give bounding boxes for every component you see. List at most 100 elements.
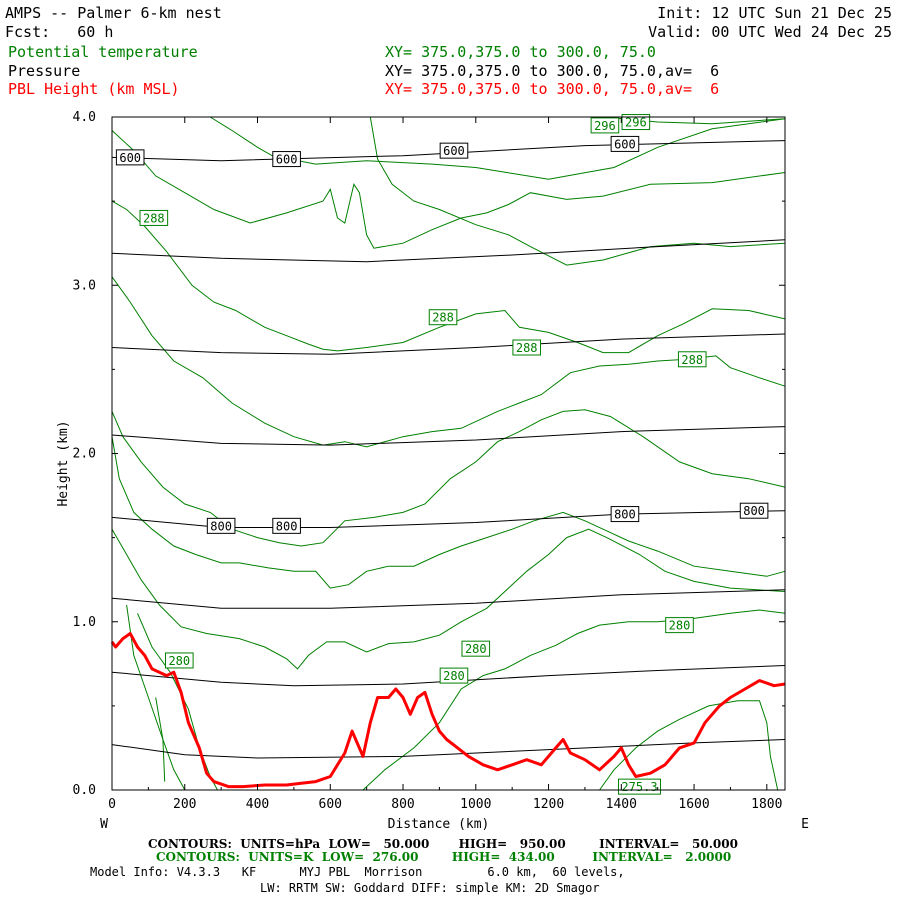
- pressure-contours: [111, 140, 786, 759]
- y-tick-label: 2.0: [73, 447, 96, 462]
- theta-contour-line: [111, 130, 786, 249]
- pressure-label-text: 600: [276, 153, 298, 167]
- theta-label-text: 280: [443, 669, 465, 683]
- theta-label-box: [590, 117, 620, 134]
- theta-label: 288: [677, 351, 707, 368]
- x-tick-label: 0: [108, 797, 116, 812]
- theta-label-box: [439, 667, 469, 684]
- theta-label-box: [665, 617, 694, 634]
- field-name-pbl: PBL Height (km MSL): [8, 80, 180, 98]
- pressure-label-box: [439, 142, 469, 159]
- theta-label: 275.3: [617, 778, 661, 795]
- pressure-label-box: [115, 149, 145, 166]
- theta-label-box: [139, 209, 169, 226]
- theta-label-box: [165, 652, 194, 669]
- x-axis-label: Distance (km): [388, 817, 490, 832]
- theta-label-text: 288: [143, 211, 165, 225]
- pressure-label-text: 800: [614, 508, 636, 522]
- x-tick-label: 1200: [533, 797, 564, 812]
- pressure-label: 600: [610, 135, 640, 152]
- init-time: Init: 12 UTC Sun 21 Dec 25: [657, 4, 892, 22]
- pbl-height-series: [110, 632, 786, 789]
- x-tick-label: 1000: [460, 797, 491, 812]
- axes: 0 200 400 600 800 1000 1200 1400 1600 1800 0.0 1.0 2…: [56, 110, 809, 832]
- pressure-label-text: 600: [443, 144, 465, 158]
- theta-label: 288: [139, 209, 169, 226]
- y-tick-label: 1.0: [73, 615, 96, 630]
- theta-contours: [111, 116, 786, 791]
- field-xy-pressure: XY= 375.0,375.0 to 300.0, 75.0,av= 6: [385, 62, 720, 80]
- pressure-label: 800: [739, 502, 769, 519]
- theta-contour-line: [126, 604, 186, 791]
- footer-model-info-2: LW: RRTM SW: Goddard DIFF: simple KM: 2D…: [260, 881, 600, 895]
- theta-contour-line: [111, 409, 786, 547]
- theta-contour-line: [111, 436, 786, 589]
- field-xy-theta: XY= 375.0,375.0 to 300.0, 75.0: [385, 43, 656, 61]
- x-axis-east-label: E: [801, 817, 809, 832]
- pressure-label: 800: [272, 517, 301, 534]
- theta-label: 280: [165, 652, 194, 669]
- pressure-contour-700: [111, 333, 786, 355]
- y-tick-label: 0.0: [73, 783, 96, 798]
- pressure-label: 600: [272, 151, 301, 168]
- y-axis-label: Height (km): [56, 420, 71, 506]
- chart-title: AMPS -- Palmer 6-km nest: [5, 4, 222, 22]
- theta-contour-line: [155, 697, 166, 782]
- theta-label-box: [428, 309, 458, 326]
- theta-label-text: 280: [669, 619, 691, 633]
- y-tick-label: 4.0: [73, 110, 96, 125]
- pressure-contour-900: [111, 665, 786, 687]
- theta-label: 288: [512, 339, 542, 356]
- footer-contours-pressure: CONTOURS: UNITS=hPa LOW= 50.000 HIGH= 95…: [148, 837, 738, 851]
- theta-label: 288: [428, 309, 458, 326]
- plot-frame: [111, 116, 786, 791]
- pressure-contour-750: [111, 426, 786, 446]
- theta-label: 296: [590, 117, 620, 134]
- theta-label-box: [512, 339, 542, 356]
- theta-contour-line: [111, 528, 786, 670]
- theta-label-box: [677, 351, 707, 368]
- y-tick-label: 3.0: [73, 278, 96, 293]
- theta-label-text: 296: [625, 116, 647, 130]
- x-axis-west-label: W: [100, 817, 108, 832]
- field-name-pressure: Pressure: [8, 62, 81, 80]
- theta-label-text: 280: [168, 654, 190, 668]
- theta-label-box: [461, 640, 491, 657]
- pressure-contour-650: [111, 239, 786, 263]
- forecast-hour: Fcst: 60 h: [5, 23, 114, 41]
- pressure-label-box: [610, 506, 640, 523]
- pressure-label-box: [272, 517, 301, 534]
- footer-model-info: Model Info: V4.3.3 KF MYJ PBL Morrison 6…: [90, 865, 625, 879]
- pressure-label-text: 800: [743, 504, 765, 518]
- pressure-label-box: [610, 135, 640, 152]
- pressure-label-box: [272, 151, 301, 168]
- theta-contour-line: [369, 116, 786, 266]
- theta-contour-line: [362, 609, 786, 791]
- theta-label-text: 296: [594, 119, 616, 133]
- footer-contours-theta: CONTOURS: UNITS=K LOW= 276.00 HIGH= 434.…: [156, 850, 732, 864]
- theta-label-text: 288: [516, 341, 538, 355]
- x-tick-label: 400: [246, 797, 269, 812]
- theta-label: 280: [665, 617, 694, 634]
- pressure-contour-850: [111, 589, 786, 609]
- pressure-label-text: 800: [276, 519, 298, 533]
- x-tick-label: 1400: [606, 797, 637, 812]
- theta-label: 280: [461, 640, 491, 657]
- theta-label-text: 288: [681, 353, 703, 367]
- pressure-label-text: 600: [119, 151, 141, 165]
- field-xy-pbl: XY= 375.0,375.0 to 300.0, 75.0,av= 6: [385, 80, 720, 98]
- pressure-label-box: [206, 517, 236, 534]
- pressure-label: 600: [439, 142, 469, 159]
- theta-label-box: [621, 114, 651, 131]
- valid-time: Valid: 00 UTC Wed 24 Dec 25: [648, 23, 892, 41]
- theta-contour-line: [111, 200, 786, 354]
- x-tick-label: 600: [319, 797, 342, 812]
- pressure-contour-600: [111, 140, 786, 162]
- pressure-label-text: 800: [210, 519, 232, 533]
- pressure-label-text: 600: [614, 137, 636, 151]
- theta-contour-line: [599, 700, 779, 791]
- pressure-contour-800: [111, 510, 786, 528]
- pressure-label-box: [739, 502, 769, 519]
- theta-label-text: 275.3: [621, 780, 657, 794]
